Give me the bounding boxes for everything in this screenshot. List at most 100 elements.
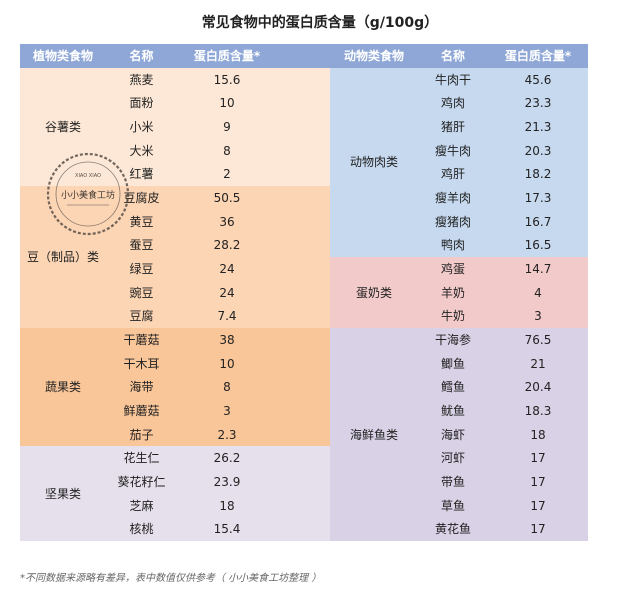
- category-cell: 谷薯类: [20, 67, 106, 187]
- protein-value: 21: [488, 351, 588, 376]
- protein-value: 17: [488, 493, 588, 518]
- category-cell: 动物肉类: [330, 67, 418, 258]
- spacer-cell: [277, 328, 330, 447]
- protein-value: 3: [177, 399, 277, 423]
- protein-value: 4: [488, 280, 588, 305]
- protein-value: 10: [177, 351, 277, 376]
- protein-value: 36: [177, 209, 277, 234]
- protein-value: 20.3: [488, 138, 588, 163]
- watermark-stamp: XIAO XIAO 小小美食工坊: [46, 152, 130, 236]
- protein-value: 10: [177, 91, 277, 116]
- food-name: 河虾: [418, 446, 488, 471]
- table-title: 常见食物中的蛋白质含量（g/100g）: [201, 15, 439, 31]
- food-name: 豌豆: [106, 280, 177, 305]
- protein-value: 16.7: [488, 209, 588, 234]
- protein-value: 26.2: [177, 446, 277, 471]
- protein-value: 17.3: [488, 186, 588, 210]
- protein-value: 50.5: [177, 186, 277, 210]
- stamp-ring-outer: [46, 152, 130, 236]
- protein-value: 18: [488, 422, 588, 447]
- header-animal-name: 名称: [418, 44, 488, 68]
- spacer-cell: [277, 446, 330, 542]
- stamp-ring-inner: [55, 161, 121, 227]
- protein-value: 45.6: [488, 67, 588, 92]
- food-name: 鸡蛋: [418, 257, 488, 281]
- food-name: 羊奶: [418, 280, 488, 305]
- food-name: 葵花籽仁: [106, 470, 177, 494]
- protein-value: 23.3: [488, 91, 588, 116]
- category-cell: 坚果类: [20, 446, 106, 542]
- protein-value: 38: [177, 328, 277, 352]
- protein-value: 18.3: [488, 399, 588, 423]
- protein-value: 14.7: [488, 257, 588, 281]
- protein-value: 23.9: [177, 470, 277, 494]
- footnote: *不同数据来源略有差异，表中数值仅供参考（ 小小美食工坊整理 ）: [20, 573, 322, 584]
- food-name: 豆腐: [106, 304, 177, 329]
- category-cell: 海鲜鱼类: [330, 328, 418, 542]
- spacer-cell: [277, 67, 330, 187]
- header-plant-category: 植物类食物: [20, 44, 106, 68]
- protein-value: 76.5: [488, 328, 588, 352]
- food-name: 鱿鱼: [418, 399, 488, 423]
- food-name: 瘦羊肉: [418, 186, 488, 210]
- protein-value: 17: [488, 470, 588, 494]
- food-name: 带鱼: [418, 470, 488, 494]
- food-name: 鲫鱼: [418, 351, 488, 376]
- food-name: 鸭肉: [418, 233, 488, 258]
- food-name: 海虾: [418, 422, 488, 447]
- protein-value: 9: [177, 115, 277, 139]
- food-name: 鸡肉: [418, 91, 488, 116]
- food-name: 绿豆: [106, 257, 177, 281]
- food-name: 小米: [106, 115, 177, 139]
- protein-value: 21.3: [488, 115, 588, 139]
- protein-value: 24: [177, 257, 277, 281]
- header-plant-protein: 蛋白质含量*: [177, 44, 277, 68]
- food-name: 大米: [106, 138, 177, 163]
- protein-value: 8: [177, 138, 277, 163]
- food-name: 核桃: [106, 517, 177, 542]
- food-name: 红薯: [106, 162, 177, 187]
- food-name: 花生仁: [106, 446, 177, 471]
- food-name: 黄花鱼: [418, 517, 488, 542]
- food-name: 黄豆: [106, 209, 177, 234]
- food-name: 面粉: [106, 91, 177, 116]
- food-name: 芝麻: [106, 493, 177, 518]
- category-cell: 蔬果类: [20, 328, 106, 447]
- food-name: 牛肉干: [418, 67, 488, 92]
- protein-value: 17: [488, 446, 588, 471]
- food-name: 鲜蘑菇: [106, 399, 177, 423]
- protein-value: 24: [177, 280, 277, 305]
- category-cell: 蛋奶类: [330, 257, 418, 329]
- protein-value: 20.4: [488, 375, 588, 400]
- header-animal-protein: 蛋白质含量*: [488, 44, 588, 68]
- protein-value: 2: [177, 162, 277, 187]
- food-name: 干木耳: [106, 351, 177, 376]
- food-name: 蚕豆: [106, 233, 177, 258]
- food-name: 干海参: [418, 328, 488, 352]
- protein-value: 8: [177, 375, 277, 400]
- protein-value: 3: [488, 304, 588, 329]
- stamp-main-text: 小小美食工坊: [61, 189, 115, 201]
- protein-value: 15.4: [177, 517, 277, 542]
- protein-value: 16.5: [488, 233, 588, 258]
- protein-value: 18: [177, 493, 277, 518]
- food-name: 海带: [106, 375, 177, 400]
- food-name: 瘦牛肉: [418, 138, 488, 163]
- protein-value: 28.2: [177, 233, 277, 258]
- food-name: 鸡肝: [418, 162, 488, 187]
- category-cell: 豆（制品）类: [20, 186, 106, 329]
- food-name: 豆腐皮: [106, 186, 177, 210]
- protein-value: 7.4: [177, 304, 277, 329]
- protein-table: 植物类食物 名称 蛋白质含量* 动物类食物 名称 蛋白质含量* 谷薯类 燕麦 1…: [20, 44, 620, 565]
- protein-value: 18.2: [488, 162, 588, 187]
- food-name: 牛奶: [418, 304, 488, 329]
- food-name: 草鱼: [418, 493, 488, 518]
- spacer-cell: [277, 186, 330, 329]
- header-animal-category: 动物类食物: [330, 44, 418, 68]
- stamp-top-text: XIAO XIAO: [75, 173, 101, 179]
- protein-value: 2.3: [177, 422, 277, 447]
- food-name: 茄子: [106, 422, 177, 447]
- protein-value: 15.6: [177, 67, 277, 92]
- food-name: 瘦猪肉: [418, 209, 488, 234]
- header-plant-name: 名称: [106, 44, 177, 68]
